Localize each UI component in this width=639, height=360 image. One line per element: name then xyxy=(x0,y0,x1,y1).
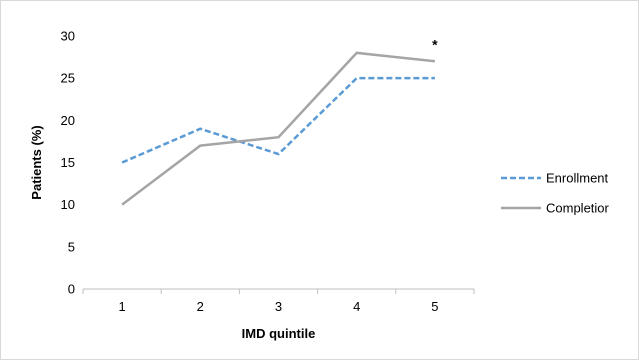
y-tick-label: 0 xyxy=(68,282,75,297)
series-completior xyxy=(122,53,435,205)
x-tick-label: 1 xyxy=(118,299,125,314)
x-tick-label: 2 xyxy=(197,299,204,314)
x-tick-label: 3 xyxy=(275,299,282,314)
series-line-enrollment xyxy=(122,78,435,162)
y-tick-label: 15 xyxy=(61,155,75,170)
y-tick-label: 20 xyxy=(61,113,75,128)
legend: Enrollment Completior xyxy=(501,171,610,216)
y-axis-title: Patients (%) xyxy=(29,125,44,199)
y-tick-label: 25 xyxy=(61,71,75,86)
y-axis-ticks: 0 5 10 15 20 25 30 xyxy=(61,29,75,297)
legend-label-enrollment: Enrollment xyxy=(546,171,609,186)
x-tick-label: 5 xyxy=(431,299,438,314)
series-enrollment xyxy=(122,78,435,162)
legend-label-completior: Completior xyxy=(546,201,610,216)
annotation-layer: * xyxy=(432,36,438,52)
significance-annotation: * xyxy=(432,36,438,52)
x-axis-ticks: 1 2 3 4 5 xyxy=(83,289,474,314)
x-axis-title: IMD quintile xyxy=(242,326,316,341)
y-tick-label: 5 xyxy=(68,239,75,254)
series-line-completior xyxy=(122,53,435,205)
series-layer xyxy=(122,53,435,205)
y-tick-label: 30 xyxy=(61,29,75,44)
x-tick-label: 4 xyxy=(353,299,360,314)
y-tick-label: 10 xyxy=(61,197,75,212)
